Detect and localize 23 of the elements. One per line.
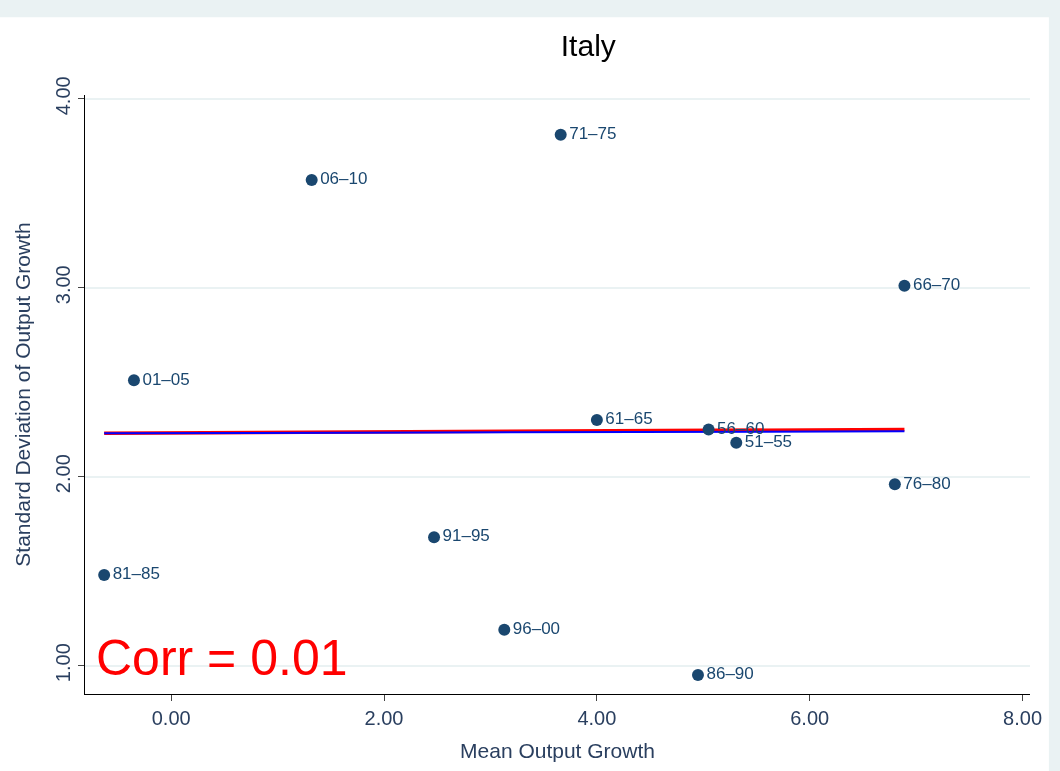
x-tick-label: 6.00 [790,707,830,729]
data-label: 76‒80 [903,473,951,493]
data-label: 86‒90 [706,664,754,684]
x-tick-label: 4.00 [577,707,617,729]
y-tick-label: 3.00 [52,265,74,305]
data-label: 91‒95 [442,526,490,546]
x-tick-label: 0.00 [151,707,191,729]
data-label: 71‒75 [569,123,617,143]
chart-title: Italy [560,28,616,62]
y-tick-label: 4.00 [52,76,74,116]
y-tick-label: 1.00 [52,643,74,683]
data-label: 96‒00 [512,619,561,638]
x-tick-label: 2.00 [364,707,404,729]
y-tick-label: 2.00 [52,454,74,494]
data-label: 01‒05 [142,369,190,389]
data-label: 06‒10 [320,169,368,189]
annotation: Corr = 0.01 [96,630,348,686]
y-axis-title: Standard Deviation of Output Growth [11,222,35,567]
data-label: 66‒70 [912,275,961,295]
data-label: 61‒65 [605,409,653,429]
data-label: 81‒85 [112,564,160,584]
x-axis-title: Mean Output Growth [460,739,655,763]
x-tick-label: 8.00 [1003,707,1043,729]
